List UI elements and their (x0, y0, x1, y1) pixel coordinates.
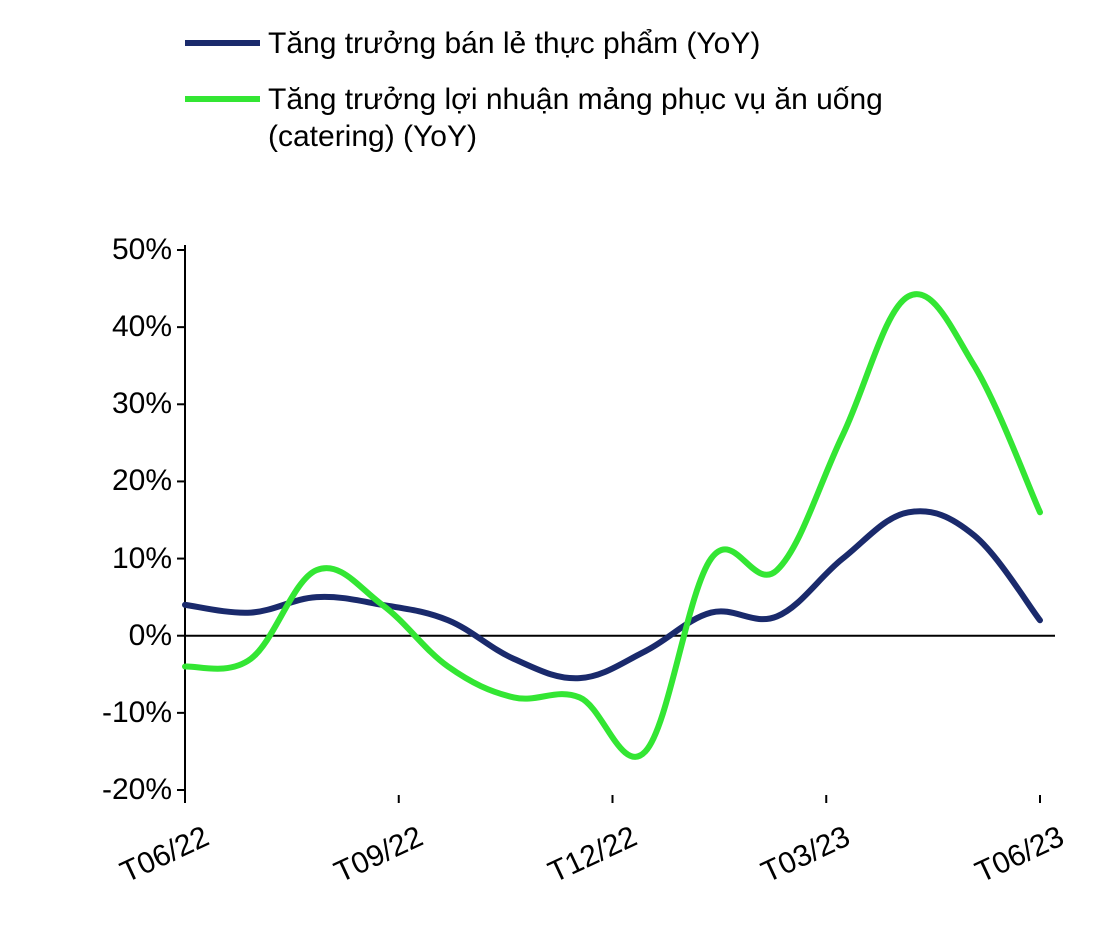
legend: Tăng trưởng bán lẻ thực phẩm (YoY) Tăng … (185, 25, 1015, 174)
legend-swatch (185, 96, 260, 102)
series-line (185, 511, 1040, 678)
legend-item: Tăng trưởng bán lẻ thực phẩm (YoY) (185, 25, 1015, 63)
x-tick-label: T06/23 (937, 820, 1069, 906)
chart-svg (60, 240, 1060, 800)
x-tick-label: T12/22 (510, 820, 642, 906)
legend-label: Tăng trưởng bán lẻ thực phẩm (YoY) (268, 25, 760, 63)
chart-container: Tăng trưởng bán lẻ thực phẩm (YoY) Tăng … (0, 0, 1110, 928)
x-tick-label: T09/22 (296, 820, 428, 906)
legend-label: Tăng trưởng lợi nhuận mảng phục vụ ăn uố… (268, 81, 998, 156)
plot-area (60, 240, 1060, 800)
x-tick-label: T06/22 (82, 820, 214, 906)
x-tick-label: T03/23 (723, 820, 855, 906)
series-line (185, 294, 1040, 757)
legend-item: Tăng trưởng lợi nhuận mảng phục vụ ăn uố… (185, 81, 1015, 156)
legend-swatch (185, 40, 260, 46)
